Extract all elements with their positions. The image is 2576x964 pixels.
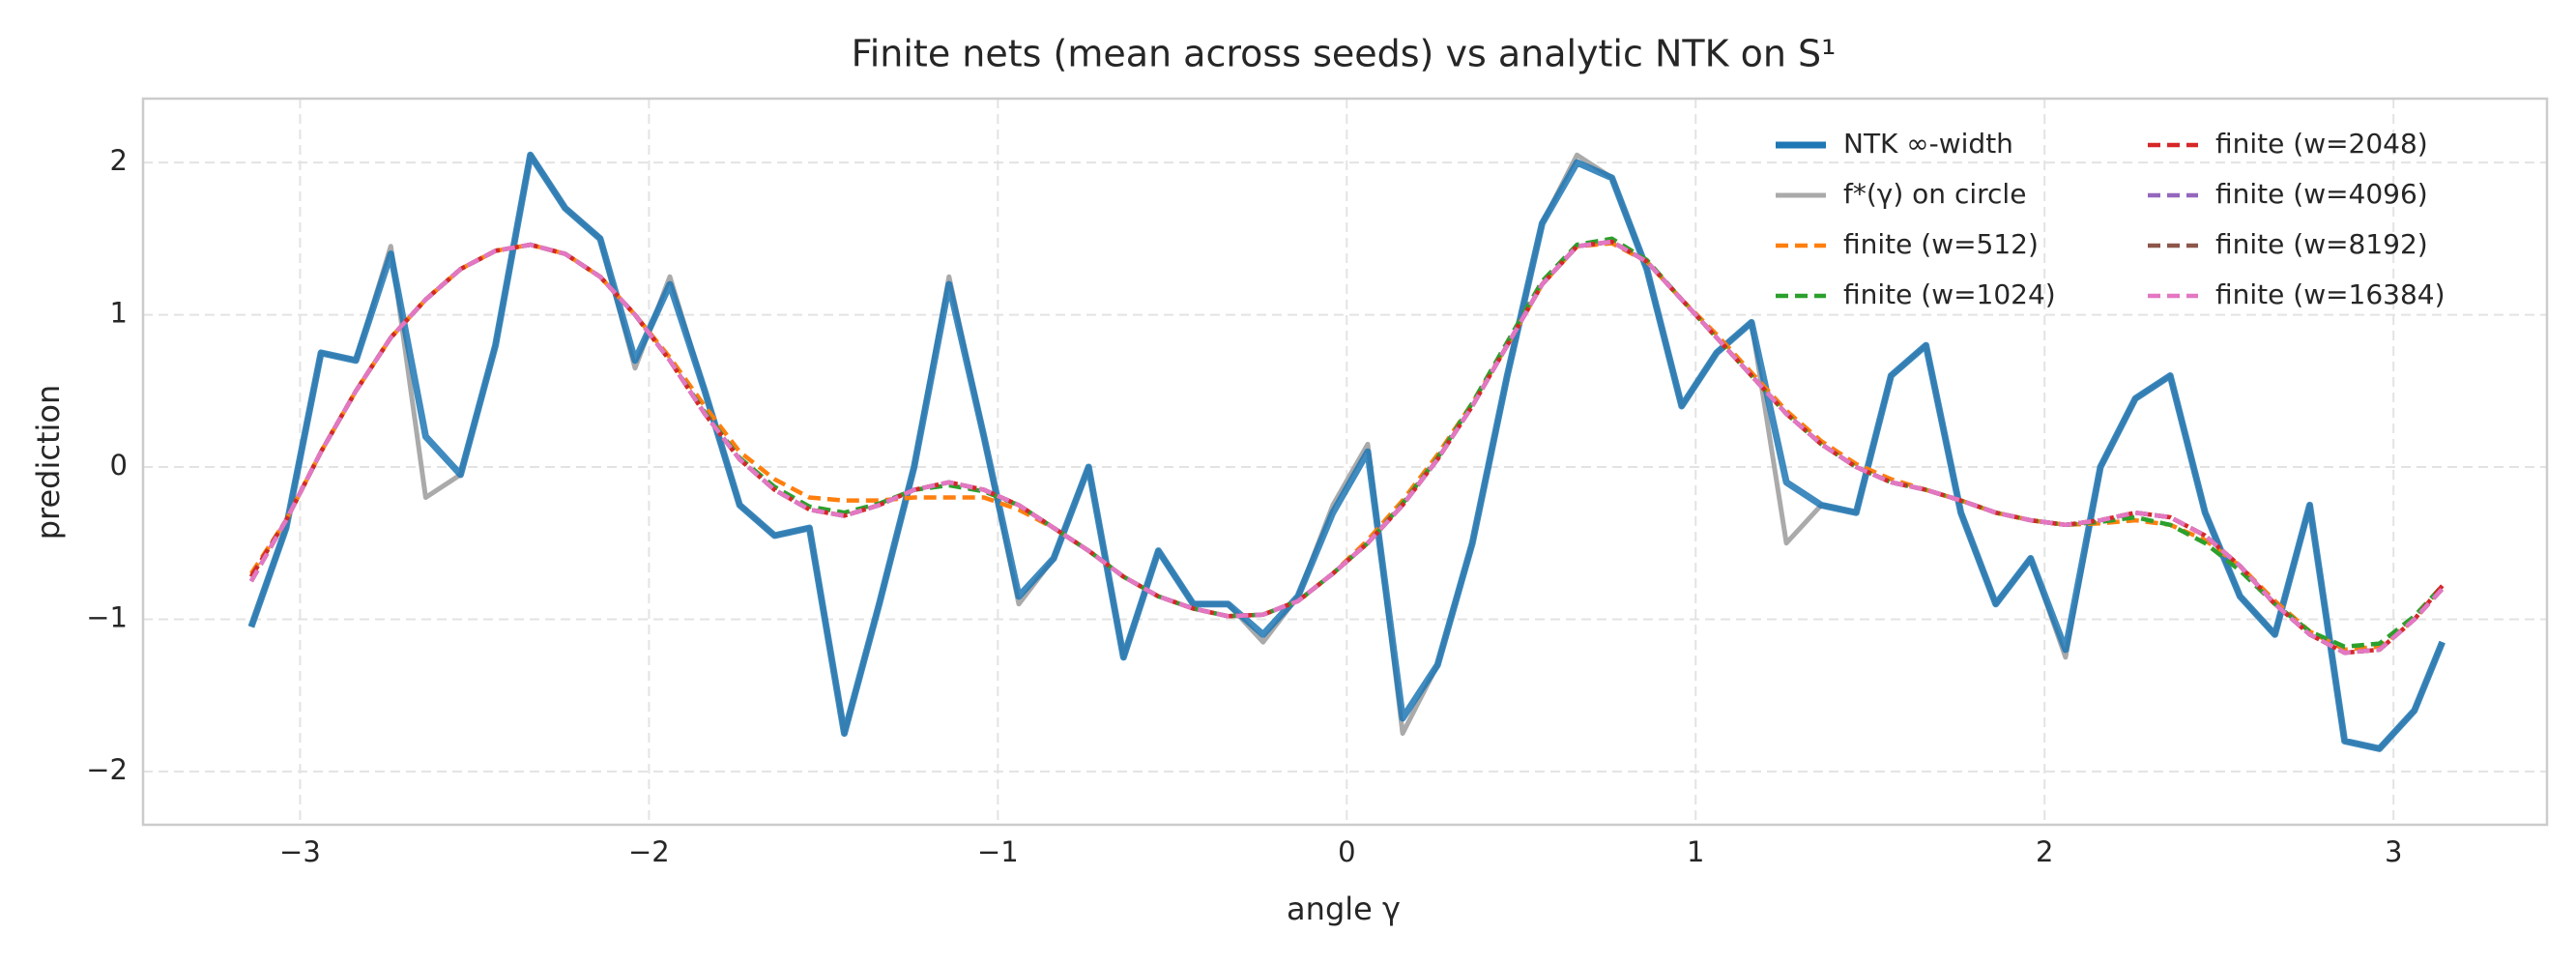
y-tick-label: 1 (110, 297, 128, 330)
y-tick-label: −2 (86, 753, 128, 786)
x-tick-label: −2 (628, 835, 670, 868)
series-line (248, 239, 2445, 656)
chart-title: Finite nets (mean across seeds) vs analy… (852, 33, 1837, 75)
y-axis-label: prediction (30, 385, 67, 540)
legend-label: NTK ∞-width (1843, 128, 2013, 160)
x-tick-label: 1 (1687, 835, 1704, 868)
x-tick-label: 0 (1338, 835, 1355, 868)
legend-label: finite (w=8192) (2215, 228, 2428, 260)
x-axis-label: angle γ (1287, 891, 1401, 927)
y-tick-label: 0 (110, 449, 128, 482)
x-tick-label: 2 (2036, 835, 2053, 868)
x-tick-label: 3 (2385, 835, 2402, 868)
legend-label: finite (w=4096) (2215, 178, 2428, 210)
legend-label: finite (w=16384) (2215, 278, 2446, 310)
legend-label: f*(γ) on circle (1843, 178, 2026, 210)
y-tick-label: 2 (110, 144, 128, 177)
series-line (247, 151, 2446, 752)
y-tick-label: −1 (86, 600, 128, 633)
legend-label: finite (w=512) (1843, 228, 2039, 260)
legend-label: finite (w=2048) (2215, 128, 2428, 160)
x-tick-label: −1 (977, 835, 1019, 868)
x-tick-label: −3 (279, 835, 321, 868)
legend-label: finite (w=1024) (1843, 278, 2056, 310)
plot-frame (141, 97, 2549, 827)
